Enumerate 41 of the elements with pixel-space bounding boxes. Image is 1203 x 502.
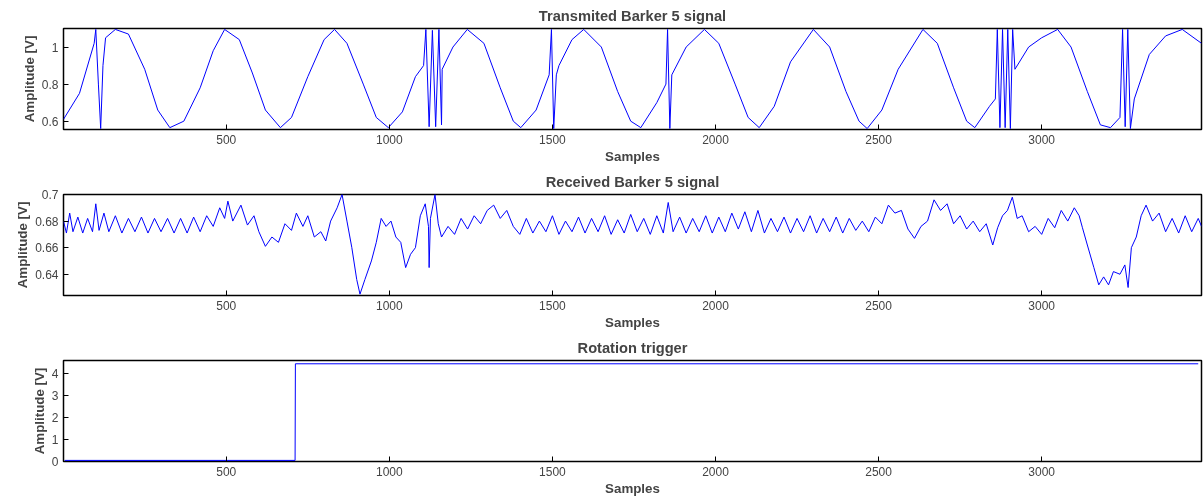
x-tick-label: 3000 — [1028, 132, 1056, 147]
x-tick-label: 500 — [216, 298, 237, 313]
y-axis-title: Amplitude [V] — [21, 35, 37, 123]
x-axis-title: Samples — [605, 314, 660, 330]
x-tick-label: 1000 — [375, 464, 404, 479]
y-tick-label: 0.64 — [35, 267, 59, 282]
y-tick-label: 1 — [51, 433, 59, 448]
x-tick-label: 500 — [216, 132, 237, 147]
chart-title: Rotation trigger — [577, 339, 688, 356]
x-tick-label: 500 — [216, 464, 237, 479]
x-axis-title: Samples — [605, 148, 660, 164]
y-tick-label: 0.66 — [35, 241, 59, 256]
y-tick-label: 0.6 — [41, 114, 59, 129]
x-tick-label: 3000 — [1028, 464, 1056, 479]
y-tick-label: 0.7 — [41, 188, 59, 202]
x-tick-label: 1500 — [539, 464, 567, 479]
y-tick-label: 3 — [51, 389, 59, 404]
y-tick-label: 1 — [51, 40, 59, 55]
chart-title: Received Barker 5 signal — [545, 173, 720, 190]
x-tick-label: 2000 — [702, 298, 730, 313]
x-tick-label: 1500 — [539, 132, 567, 147]
x-axis-title: Samples — [605, 480, 660, 496]
y-tick-label: 0 — [51, 455, 59, 469]
x-tick-label: 2000 — [702, 464, 730, 479]
line-series — [63, 194, 1202, 295]
y-tick-label: 0.68 — [35, 214, 59, 229]
y-axis-title: Amplitude [V] — [31, 367, 47, 455]
x-tick-label: 1000 — [375, 298, 404, 313]
x-tick-label: 3000 — [1028, 298, 1056, 313]
x-tick-label: 2500 — [865, 132, 893, 147]
x-tick-label: 2500 — [865, 464, 893, 479]
y-tick-label: 2 — [51, 411, 59, 426]
y-tick-label: 4 — [51, 367, 59, 382]
x-tick-label: 1500 — [539, 298, 567, 313]
y-axis-title: Amplitude [V] — [15, 201, 31, 289]
x-tick-label: 2000 — [702, 132, 730, 147]
line-series — [63, 28, 1202, 130]
chart-title: Transmited Barker 5 signal — [538, 7, 727, 24]
x-tick-label: 2500 — [865, 298, 893, 313]
y-tick-label: 0.8 — [41, 77, 59, 92]
x-tick-label: 1000 — [375, 132, 404, 147]
